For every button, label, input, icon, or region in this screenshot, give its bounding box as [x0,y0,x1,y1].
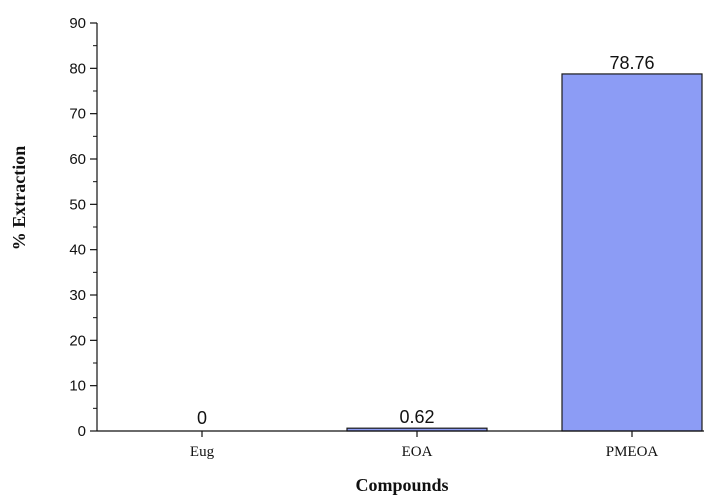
y-tick-label: 90 [69,15,86,32]
x-tick-label: EOA [402,444,433,460]
y-axis-ticks: 0 10 20 30 40 50 60 70 80 90 [69,15,97,440]
data-labels: 0 0.62 78.76 [197,53,655,428]
y-tick-label: 0 [78,423,86,440]
y-tick-label: 60 [69,151,86,168]
data-label: 0.62 [399,407,434,427]
data-label: 78.76 [609,53,654,73]
y-tick-label: 80 [69,60,86,77]
x-tick-label: Eug [190,444,215,460]
y-tick-label: 30 [69,287,86,304]
y-tick-label: 40 [69,242,86,259]
x-tick-label: PMEOA [606,444,659,460]
y-tick-label: 50 [69,196,86,213]
y-tick-label: 20 [69,332,86,349]
bar [561,73,703,432]
y-tick-label: 10 [69,378,86,395]
y-axis-title: % Extraction [9,146,29,250]
data-label: 0 [197,408,207,428]
x-axis-ticks: Eug EOA PMEOA [190,431,659,460]
bars [346,73,703,432]
x-axis-title: Compounds [355,475,448,495]
y-tick-label: 70 [69,106,86,123]
